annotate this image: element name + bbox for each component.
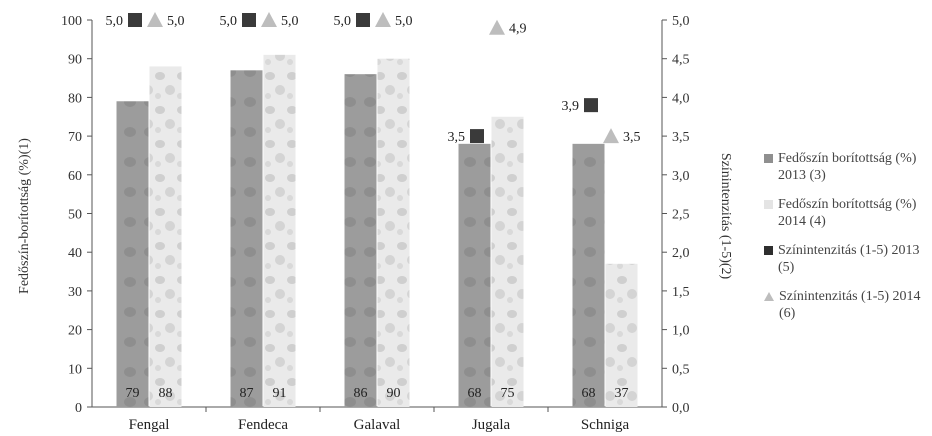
bar-2014 xyxy=(605,263,638,407)
bar-2014-data-label: 90 xyxy=(387,386,401,401)
y2-tick-label: 1,5 xyxy=(672,285,690,300)
bar-2014-data-label: 91 xyxy=(273,386,287,401)
legend: Fedőszín borítottság (%) 2013 (3) Fedősz… xyxy=(764,150,932,334)
bar-2013 xyxy=(344,74,377,408)
bar-2013 xyxy=(572,143,605,407)
legend-item-marker-2014: Színintenzitás (1-5) 2014 (6) xyxy=(764,288,932,322)
marker-2013-data-label: 3,9 xyxy=(562,99,580,114)
y2-tick-label: 2,5 xyxy=(672,208,690,223)
y-axis-title: Fedőszín-borítottság (%)(1) xyxy=(17,138,32,294)
y2-tick-label: 1,0 xyxy=(672,324,690,339)
legend-label-bar-2013: Fedőszín borítottság (%) 2013 (3) xyxy=(778,151,917,183)
bar-2014 xyxy=(263,54,296,408)
marker-2013-data-label: 5,0 xyxy=(106,14,124,29)
axes: 0 10 20 30 40 50 60 70 80 90 100 0,0 0,5 1,0 1,5 2,0 2,5… xyxy=(61,14,690,433)
y2-tick-label: 5,0 xyxy=(672,14,690,29)
legend-label-bar-2014: Fedőszín borítottság (%) 2014 (4) xyxy=(778,197,917,229)
marker-2014-data-label: 3,5 xyxy=(623,130,641,145)
y2-tick-label: 0,0 xyxy=(672,401,690,416)
bar-2014-data-label: 75 xyxy=(501,386,515,401)
marker-2013-data-label: 5,0 xyxy=(334,14,352,29)
bar-2013-data-label: 87 xyxy=(240,386,254,401)
x-category-label: Fengal xyxy=(129,417,170,433)
marker-2014 xyxy=(375,12,391,27)
bar-2013-data-label: 79 xyxy=(126,386,140,401)
y2-tick-label: 0,5 xyxy=(672,362,690,377)
marker-2014 xyxy=(147,12,163,27)
y2-tick-label: 4,0 xyxy=(672,91,690,106)
marker-2014-data-label: 5,0 xyxy=(395,14,413,29)
bar-2013-data-label: 68 xyxy=(468,386,482,401)
y-tick-label: 70 xyxy=(68,130,82,145)
bar-2013 xyxy=(458,143,491,407)
bar-2013-data-label: 86 xyxy=(354,386,368,401)
x-category-label: Galaval xyxy=(354,417,401,433)
y-tick-label: 10 xyxy=(68,362,82,377)
marker-2013 xyxy=(470,129,484,144)
bar-2013 xyxy=(116,101,149,408)
bar-2014 xyxy=(377,58,410,407)
bar-2014-data-label: 88 xyxy=(159,386,173,401)
bar-2014 xyxy=(491,116,524,407)
y-tick-label: 80 xyxy=(68,91,82,106)
legend-swatch-bar-2013 xyxy=(764,154,773,163)
plot-area: 79 88 5,0 5,0 87 91 5,0 5,0 86 90 5,0 5,0 68 75 3,5 4,9… xyxy=(106,12,641,408)
y2-tick-label: 3,5 xyxy=(672,130,690,145)
bar-2013-data-label: 68 xyxy=(582,386,596,401)
y-tick-label: 60 xyxy=(68,169,82,184)
marker-2013 xyxy=(128,13,142,27)
legend-label-marker-2013: Színintenzitás (1-5) 2013 (5) xyxy=(778,243,920,275)
marker-2014-data-label: 4,9 xyxy=(509,22,527,37)
bar-2013 xyxy=(230,70,263,407)
bar-2014 xyxy=(149,66,182,407)
marker-2014-data-label: 5,0 xyxy=(281,14,299,29)
legend-item-marker-2013: Színintenzitás (1-5) 2013 (5) xyxy=(764,242,932,276)
y-tick-label: 90 xyxy=(68,53,82,68)
marker-2014 xyxy=(603,128,619,144)
marker-2013 xyxy=(584,98,598,113)
legend-swatch-marker-2013 xyxy=(764,246,773,255)
y-tick-label: 50 xyxy=(68,208,82,223)
marker-2014 xyxy=(261,12,277,27)
y-tick-label: 0 xyxy=(75,401,82,416)
marker-2013 xyxy=(242,13,256,27)
marker-2013-data-label: 5,0 xyxy=(220,14,238,29)
legend-item-bar-2013: Fedőszín borítottság (%) 2013 (3) xyxy=(764,150,932,184)
y2-axis-title: Színintenzitás (1-5)(2) xyxy=(718,153,733,280)
marker-2014-data-label: 5,0 xyxy=(167,14,185,29)
marker-2013-data-label: 3,5 xyxy=(448,130,466,145)
y2-tick-label: 3,0 xyxy=(672,169,690,184)
marker-2014 xyxy=(489,19,505,35)
y2-tick-label: 4,5 xyxy=(672,53,690,68)
x-category-label: Jugala xyxy=(472,417,511,433)
y-tick-label: 40 xyxy=(68,246,82,261)
marker-2013 xyxy=(356,13,370,27)
y-tick-label: 100 xyxy=(61,14,82,29)
x-category-label: Schniga xyxy=(581,417,630,433)
y-tick-label: 30 xyxy=(68,285,82,300)
legend-swatch-bar-2014 xyxy=(764,200,773,209)
x-category-label: Fendeca xyxy=(238,417,288,433)
legend-item-bar-2014: Fedőszín borítottság (%) 2014 (4) xyxy=(764,196,932,230)
legend-label-marker-2014: Színintenzitás (1-5) 2014 (6) xyxy=(779,289,921,321)
bar-2014-data-label: 37 xyxy=(615,386,629,401)
y2-tick-label: 2,0 xyxy=(672,246,690,261)
legend-swatch-marker-2014 xyxy=(764,292,774,301)
y-tick-label: 20 xyxy=(68,324,82,339)
